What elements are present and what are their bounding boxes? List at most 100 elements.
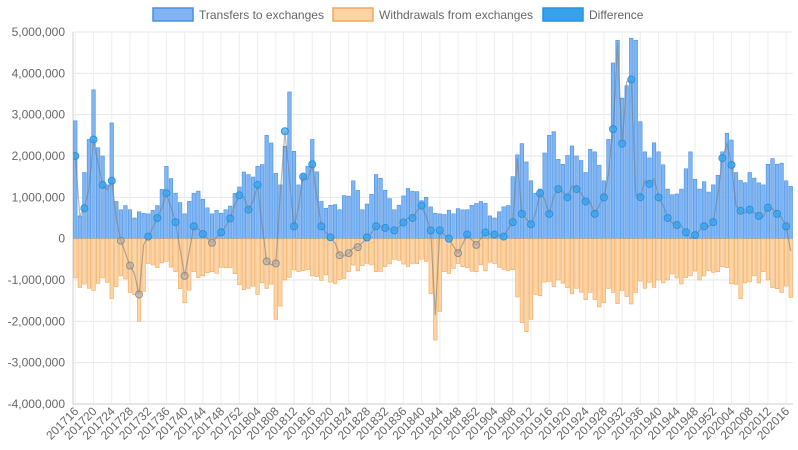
bar xyxy=(387,198,392,239)
bar xyxy=(569,145,575,239)
bar xyxy=(150,238,155,266)
bar xyxy=(560,163,565,239)
legend-item-withdrawals[interactable]: Withdrawals from exchanges xyxy=(332,7,533,22)
bar xyxy=(86,238,92,289)
bar xyxy=(528,180,534,239)
difference-point xyxy=(636,193,645,202)
difference-point xyxy=(526,220,535,229)
bar xyxy=(565,238,570,288)
bar xyxy=(538,238,543,297)
bar xyxy=(310,238,315,277)
bar xyxy=(697,238,702,281)
bar xyxy=(182,238,187,304)
bar xyxy=(674,238,679,279)
difference-point xyxy=(727,160,736,169)
bar xyxy=(164,166,169,239)
bar xyxy=(342,195,347,239)
bar xyxy=(765,163,771,239)
difference-point xyxy=(399,218,408,227)
bar xyxy=(615,238,620,304)
legend-swatch xyxy=(152,7,194,22)
bar xyxy=(487,238,493,263)
bar xyxy=(364,203,370,239)
bar xyxy=(100,155,105,239)
bar xyxy=(533,238,538,295)
bar xyxy=(779,238,784,293)
bar xyxy=(756,238,761,284)
bar xyxy=(774,238,780,289)
difference-point xyxy=(426,226,435,235)
difference-point xyxy=(326,233,335,242)
bar xyxy=(592,151,597,239)
difference-point xyxy=(745,205,754,214)
bar xyxy=(547,135,552,239)
y-tick-label: -1,000,000 xyxy=(8,273,66,287)
difference-point xyxy=(691,231,700,240)
bar xyxy=(296,238,301,273)
bar xyxy=(241,238,246,291)
bar xyxy=(451,213,456,239)
bar xyxy=(414,191,420,239)
bar xyxy=(387,238,392,265)
bar xyxy=(738,238,743,299)
bar xyxy=(405,238,411,267)
difference-point xyxy=(217,228,226,237)
bar xyxy=(510,238,515,270)
difference-point xyxy=(180,271,189,280)
difference-point xyxy=(481,228,490,237)
bar xyxy=(624,85,629,239)
bar xyxy=(483,238,488,272)
bar xyxy=(688,238,693,277)
difference-point xyxy=(80,204,89,213)
legend-label: Withdrawals from exchanges xyxy=(379,8,533,22)
bar xyxy=(264,135,269,239)
difference-point xyxy=(98,180,107,189)
difference-point xyxy=(554,185,563,194)
bar xyxy=(784,238,789,287)
bar xyxy=(633,238,638,293)
bar xyxy=(455,208,461,239)
bar xyxy=(305,238,310,270)
bar xyxy=(332,204,338,239)
difference-point xyxy=(609,125,617,134)
bar xyxy=(196,238,201,278)
bar xyxy=(155,205,160,239)
legend-item-transfers[interactable]: Transfers to exchanges xyxy=(152,7,324,22)
bar xyxy=(651,142,657,239)
bar xyxy=(187,201,192,239)
difference-point xyxy=(244,205,253,214)
bar xyxy=(524,238,529,332)
bar xyxy=(114,238,119,287)
bar xyxy=(273,173,278,239)
bar xyxy=(583,238,588,300)
difference-point xyxy=(280,127,289,136)
bar xyxy=(788,186,793,239)
legend-item-difference[interactable]: Difference xyxy=(542,7,644,22)
legend-swatch xyxy=(332,7,374,22)
bar xyxy=(770,238,775,288)
difference-point xyxy=(681,228,690,237)
difference-point xyxy=(627,75,636,84)
bar xyxy=(310,139,315,239)
bar xyxy=(105,184,110,239)
bar xyxy=(414,238,420,264)
bar xyxy=(661,164,666,239)
bar xyxy=(729,238,734,285)
series-difference xyxy=(73,42,792,316)
difference-point xyxy=(299,172,308,181)
bar xyxy=(178,238,183,289)
bar xyxy=(159,238,164,264)
bar xyxy=(683,238,688,278)
difference-point xyxy=(107,176,116,185)
bar xyxy=(588,238,593,293)
bar xyxy=(187,238,192,291)
bar xyxy=(688,151,693,239)
bar xyxy=(588,149,593,239)
difference-point xyxy=(563,193,572,202)
bar xyxy=(747,172,752,239)
bar xyxy=(683,168,688,239)
bar xyxy=(629,238,634,305)
bar xyxy=(706,191,711,239)
bar xyxy=(355,190,360,239)
bar xyxy=(556,159,561,239)
